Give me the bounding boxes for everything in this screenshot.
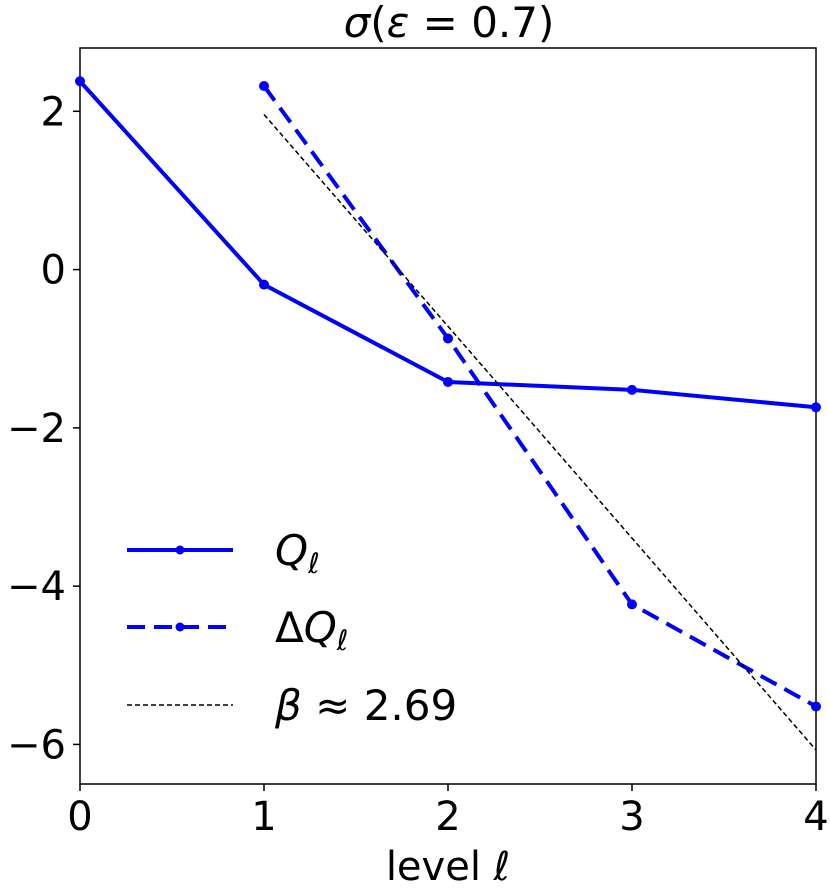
series-1-point-3 [811,701,821,712]
y-tick-label-3: −4 [7,564,66,610]
title-rest: = 0.7) [409,0,554,47]
series-0-point-4 [811,402,821,413]
x-axis-label-symbol: ℓ [493,844,511,888]
series-0-point-1 [259,279,269,290]
series-line-1 [262,84,817,709]
legend-label-dq: ΔQℓ [275,603,348,657]
x-axis-label: level ℓ [386,844,510,888]
plot-frame [79,47,817,785]
title-sigma: σ [344,0,372,47]
legend-label-q: Qℓ [275,526,320,580]
series-1-point-0 [259,80,269,91]
x-tick-label-0: 0 [67,794,92,840]
title-open: ( [370,0,386,47]
chart-title: σ(ε = 0.7) [344,0,555,47]
series-0-point-2 [443,376,453,387]
legend-label-beta: β ≈ 2.69 [274,681,457,730]
series-layer [75,76,821,751]
y-tick-label-1: 0 [41,248,66,294]
x-tick-label-1: 1 [251,794,276,840]
x-tick-label-4: 4 [803,794,828,840]
y-tick-label-4: −6 [7,722,66,768]
y-tick-label-2: −2 [7,406,66,452]
title-epsilon: ε [387,0,410,47]
series-0-point-3 [627,384,637,395]
y-tick-label-0: 2 [41,89,66,135]
x-tick-label-2: 2 [435,794,460,840]
legend-marker-q [175,545,185,555]
series-1-point-2 [627,599,637,610]
x-axis-label-word: level [386,844,494,888]
series-1-point-1 [443,333,453,344]
series-line-0 [78,79,817,410]
ticks-layer: 0 1 2 3 4 2 0 −2 −4 −6 [7,89,829,840]
series-line-2 [263,113,817,751]
legend-marker-dq [175,622,185,632]
x-tick-label-3: 3 [619,794,644,840]
series-0-point-0 [75,76,85,87]
legend: Qℓ ΔQℓ β ≈ 2.69 [127,526,457,730]
